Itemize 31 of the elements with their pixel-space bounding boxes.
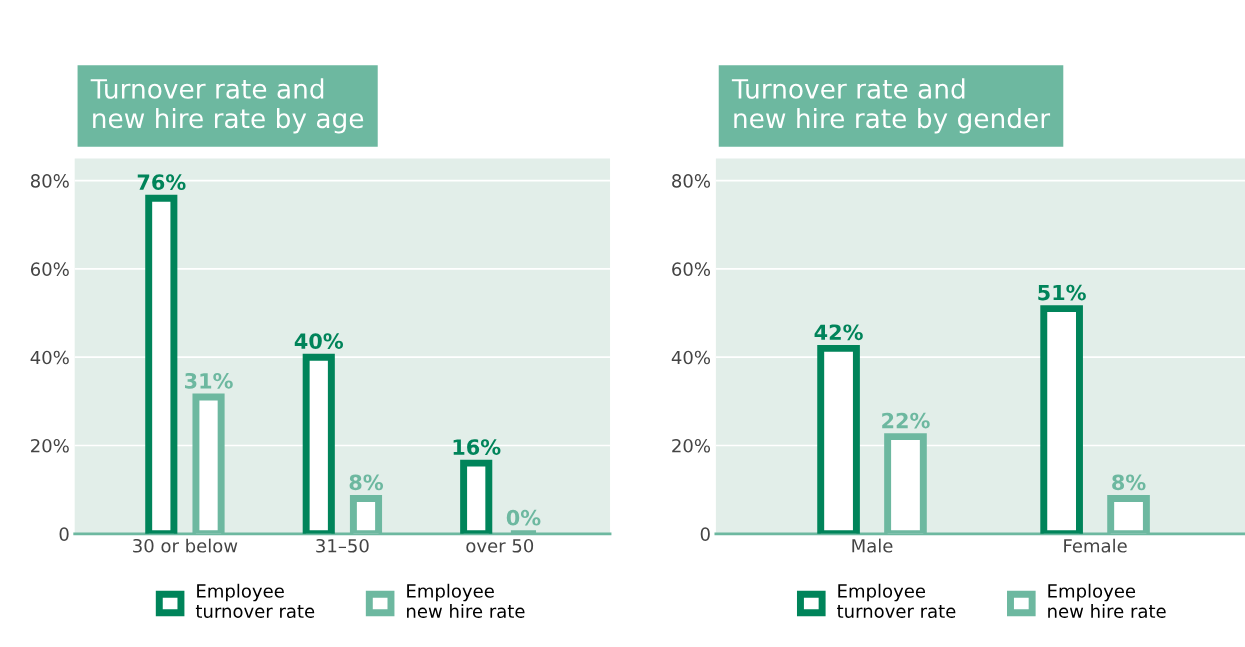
chart-title: Turnover rate and new hire rate by gender <box>731 78 1051 134</box>
chart-title: Turnover rate and new hire rate by age <box>90 78 364 134</box>
data-label: 22% <box>882 412 930 429</box>
y-tick-label: 80% <box>672 174 711 188</box>
x-tick-label: 31–50 <box>316 538 369 553</box>
data-label: 40% <box>294 333 344 349</box>
data-label: 31% <box>185 372 233 389</box>
data-label: 76% <box>137 174 186 191</box>
x-tick-label: 30 or below <box>133 538 238 553</box>
y-tick-label: 0 <box>59 527 69 541</box>
y-tick-label: 0 <box>700 527 710 541</box>
legend-label: Employee turnover rate <box>195 583 315 618</box>
y-tick-label: 40% <box>671 350 711 365</box>
y-tick-label: 20% <box>672 438 711 453</box>
y-tick-label: 40% <box>30 350 69 365</box>
data-label: 42% <box>814 324 863 341</box>
data-label: 8% <box>349 474 384 491</box>
legend-label: Employee new hire rate <box>1048 583 1166 618</box>
data-label: 0% <box>506 509 541 526</box>
data-label: 51% <box>1038 284 1086 301</box>
x-tick-label: over 50 <box>466 538 534 553</box>
legend-label: Employee turnover rate <box>837 583 956 618</box>
y-tick-label: 80% <box>30 174 69 188</box>
y-tick-label: 60% <box>672 262 711 276</box>
y-tick-label: 20% <box>31 438 69 453</box>
y-tick-label: 60% <box>30 262 69 276</box>
data-label: 16% <box>453 439 501 455</box>
x-tick-label: Male <box>852 538 893 553</box>
data-label: 8% <box>1112 474 1146 491</box>
x-tick-label: Female <box>1064 538 1127 553</box>
legend-label: Employee new hire rate <box>407 583 525 618</box>
